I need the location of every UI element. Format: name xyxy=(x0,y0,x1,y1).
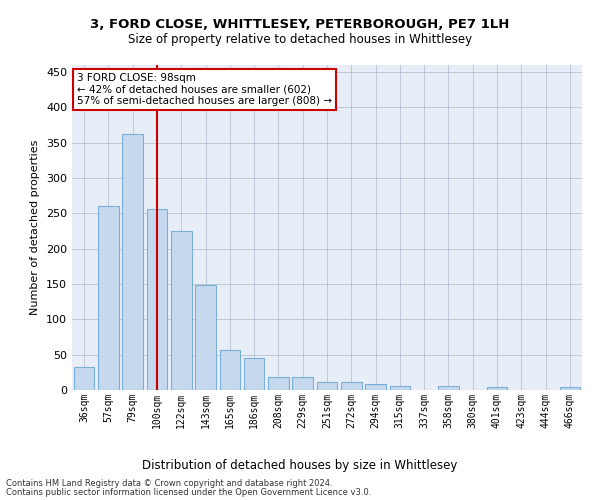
Text: Distribution of detached houses by size in Whittlesey: Distribution of detached houses by size … xyxy=(142,460,458,472)
Text: 3, FORD CLOSE, WHITTLESEY, PETERBOROUGH, PE7 1LH: 3, FORD CLOSE, WHITTLESEY, PETERBOROUGH,… xyxy=(91,18,509,30)
Bar xyxy=(268,378,289,390)
Text: Contains HM Land Registry data © Crown copyright and database right 2024.: Contains HM Land Registry data © Crown c… xyxy=(6,479,332,488)
Bar xyxy=(244,358,265,390)
Y-axis label: Number of detached properties: Number of detached properties xyxy=(31,140,40,315)
Bar xyxy=(220,350,240,390)
Bar xyxy=(292,378,313,390)
Bar xyxy=(389,386,410,390)
Bar xyxy=(317,382,337,390)
Bar xyxy=(146,209,167,390)
Bar xyxy=(195,286,216,390)
Bar xyxy=(487,387,508,390)
Bar xyxy=(438,386,459,390)
Bar xyxy=(122,134,143,390)
Bar xyxy=(560,387,580,390)
Bar xyxy=(98,206,119,390)
Text: Size of property relative to detached houses in Whittlesey: Size of property relative to detached ho… xyxy=(128,32,472,46)
Text: Contains public sector information licensed under the Open Government Licence v3: Contains public sector information licen… xyxy=(6,488,371,497)
Bar xyxy=(171,231,191,390)
Bar xyxy=(365,384,386,390)
Bar xyxy=(341,382,362,390)
Bar xyxy=(74,368,94,390)
Text: 3 FORD CLOSE: 98sqm
← 42% of detached houses are smaller (602)
57% of semi-detac: 3 FORD CLOSE: 98sqm ← 42% of detached ho… xyxy=(77,73,332,106)
